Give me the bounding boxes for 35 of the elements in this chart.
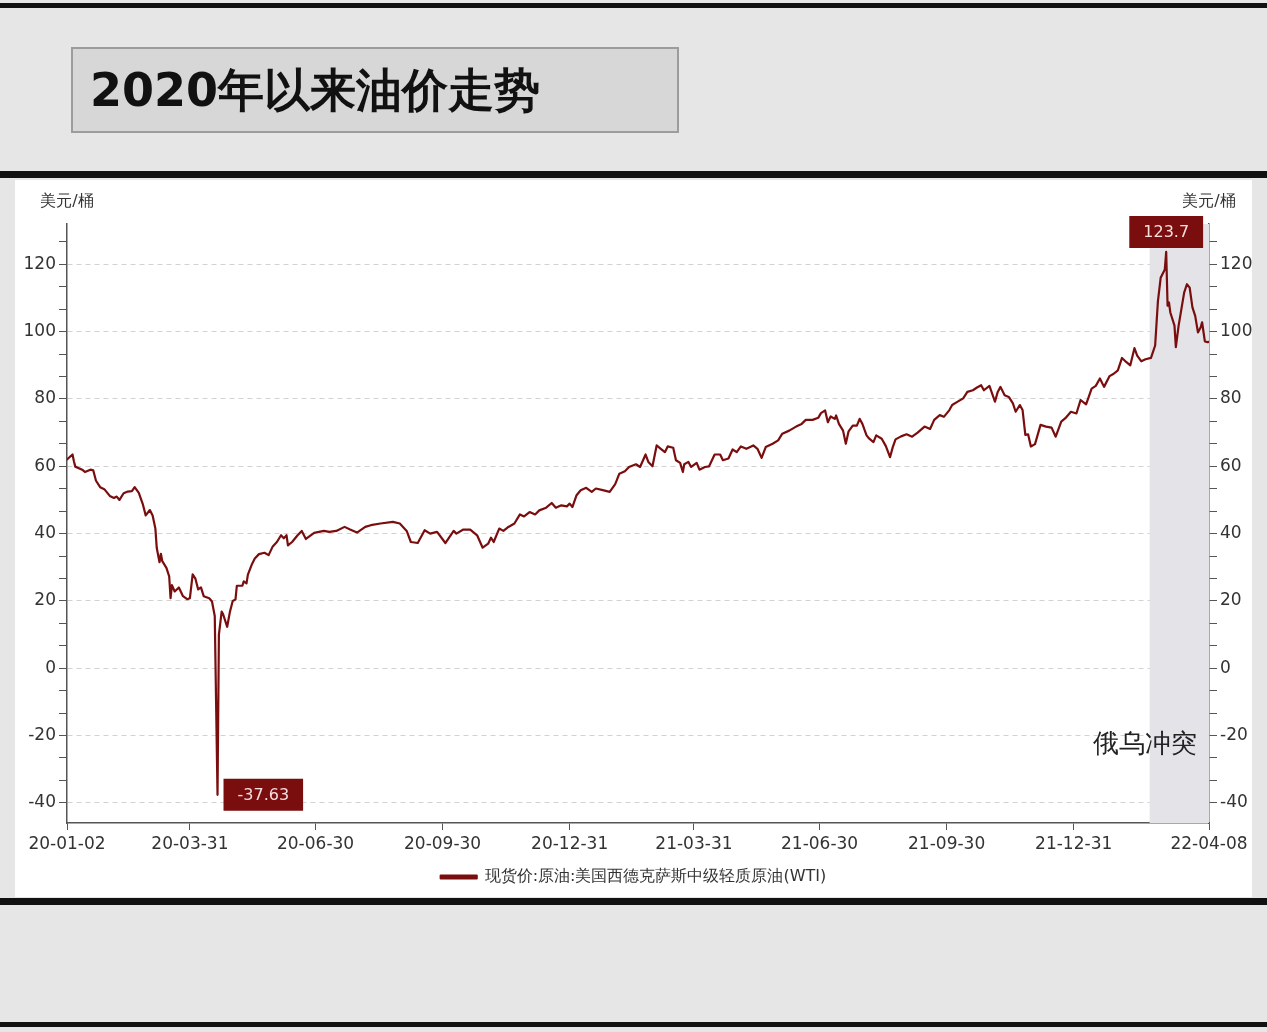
y2-tick-label: 80	[1220, 387, 1242, 408]
x-tick-label: 20-03-31	[151, 832, 229, 853]
y2-tick-label: 40	[1220, 522, 1242, 543]
y-tick-label: 100	[23, 320, 56, 341]
annotation: 123.7	[1143, 222, 1190, 242]
x-tick-label: 21-09-30	[908, 832, 986, 853]
y2-tick-label: -20	[1220, 723, 1248, 744]
y-tick-label: 0	[45, 656, 56, 677]
y2-tick-label: -40	[1220, 791, 1248, 812]
y-tick-label: 60	[34, 454, 56, 475]
y2-tick-label: 20	[1220, 589, 1242, 610]
y2-tick-label: 60	[1220, 454, 1242, 475]
annotation: -37.63	[237, 784, 290, 804]
y-tick-label: 120	[23, 252, 56, 273]
chart-title: 2020年以来油价走势	[90, 62, 541, 118]
x-tick-label: 21-06-30	[781, 832, 859, 853]
x-tick-label: 20-06-30	[276, 832, 355, 853]
x-tick-label: 22-04-08	[1170, 832, 1248, 853]
y2-tick-label: 0	[1220, 656, 1231, 677]
y-tick-label: -40	[28, 791, 56, 812]
x-tick-label: 20-01-02	[28, 832, 106, 853]
x-tick-label: 20-09-30	[404, 832, 482, 853]
x-tick-label: 21-12-31	[1035, 832, 1113, 853]
legend-label: 现货价:原油:美国西德克萨斯中级轻质原油(WTI)	[484, 866, 827, 886]
y-tick-label: -20	[28, 723, 56, 744]
y2-tick-label: 100	[1220, 320, 1253, 341]
y-tick-label: 40	[34, 522, 56, 543]
band-label: 俄乌冲突	[1093, 727, 1197, 758]
y-tick-label: 20	[34, 589, 56, 610]
y-tick-label: 80	[34, 387, 56, 408]
x-tick-label: 20-12-31	[531, 832, 609, 853]
y-axis-title: 美元/桶	[40, 191, 94, 211]
x-tick-label: 21-03-31	[655, 832, 733, 853]
y2-axis-title: 美元/桶	[1182, 191, 1236, 211]
y2-tick-label: 120	[1220, 252, 1253, 273]
